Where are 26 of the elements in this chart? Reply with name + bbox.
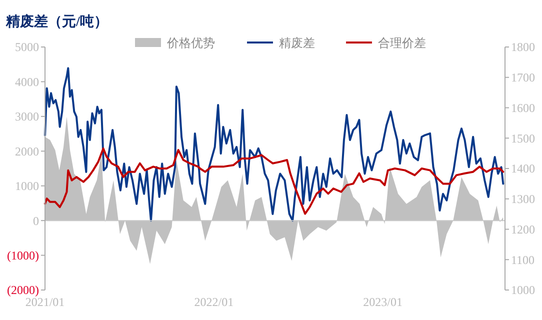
y-tick-label: 0 bbox=[33, 214, 39, 228]
legend-label: 合理价差 bbox=[378, 36, 426, 50]
x-tick-label: 2023/01 bbox=[363, 295, 402, 309]
line-series bbox=[44, 147, 504, 215]
y2-tick-label: 1100 bbox=[511, 252, 535, 267]
y-tick-label: 5000 bbox=[15, 40, 39, 54]
y2-tick-label: 1000 bbox=[511, 283, 535, 298]
y2-tick-label: 1300 bbox=[511, 192, 535, 206]
x-tick-label: 2022/01 bbox=[194, 295, 234, 309]
y-tick-label: (1000) bbox=[7, 248, 39, 262]
y2-tick-label: 1400 bbox=[511, 162, 535, 176]
y2-tick-label: 1500 bbox=[511, 131, 535, 146]
y-tick-label: 2000 bbox=[15, 144, 39, 158]
y2-tick-label: 1600 bbox=[511, 100, 535, 115]
y2-tick-label: 1200 bbox=[511, 222, 535, 236]
y-tick-label: 4000 bbox=[15, 74, 39, 89]
x-tick-label: 2021/01 bbox=[25, 295, 65, 309]
y-tick-label: 1000 bbox=[15, 179, 39, 194]
legend-label: 价格优势 bbox=[166, 36, 215, 50]
y-tick-label: (2000) bbox=[7, 283, 39, 298]
legend-label: 精废差 bbox=[279, 36, 315, 50]
y2-tick-label: 1700 bbox=[511, 70, 535, 85]
chart-title: 精废差（元/吨） bbox=[5, 13, 108, 30]
line-series bbox=[44, 67, 504, 222]
y2-tick-label: 1800 bbox=[511, 40, 535, 54]
y-tick-label: 3000 bbox=[15, 110, 39, 124]
